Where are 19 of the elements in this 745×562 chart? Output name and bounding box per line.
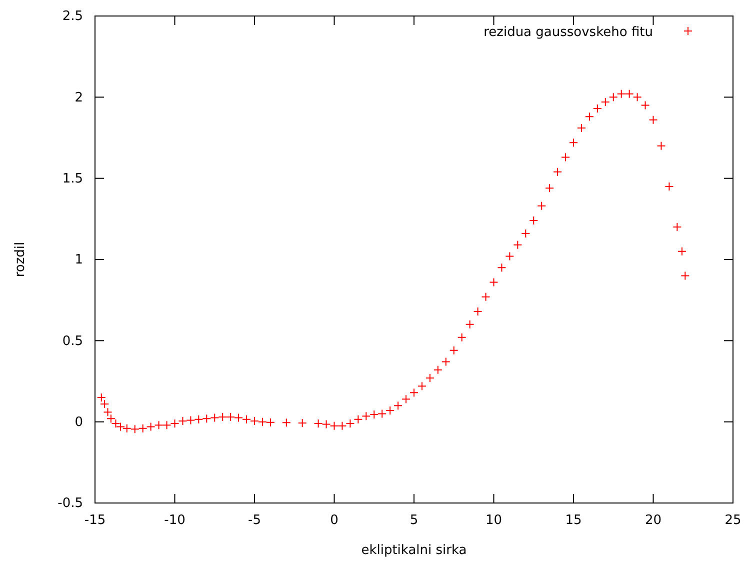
y-axis-title: rozdil (13, 242, 28, 278)
y-tick-label: 0 (74, 414, 83, 430)
x-tick-label: 25 (724, 513, 742, 528)
x-axis-title: ekliptikalni sirka (361, 543, 467, 558)
x-tick-label: 20 (644, 513, 662, 528)
y-tick-label: 0.5 (62, 334, 83, 349)
x-tick-label: -10 (164, 513, 186, 528)
legend-label: rezidua gaussovskeho fitu (484, 25, 653, 40)
y-tick-label: 2 (74, 90, 83, 106)
y-tick-label: -0.5 (58, 496, 83, 512)
x-tick-label: 0 (330, 513, 338, 528)
x-tick-label: 10 (485, 513, 502, 528)
x-tick-label: 15 (565, 513, 582, 528)
y-tick-label: 1 (74, 252, 83, 268)
x-tick-label: 5 (410, 513, 418, 528)
y-tick-label: 1.5 (62, 171, 83, 186)
x-tick-label: -15 (84, 513, 106, 528)
y-tick-label: 2.5 (62, 9, 83, 24)
x-tick-label: -5 (248, 513, 261, 528)
